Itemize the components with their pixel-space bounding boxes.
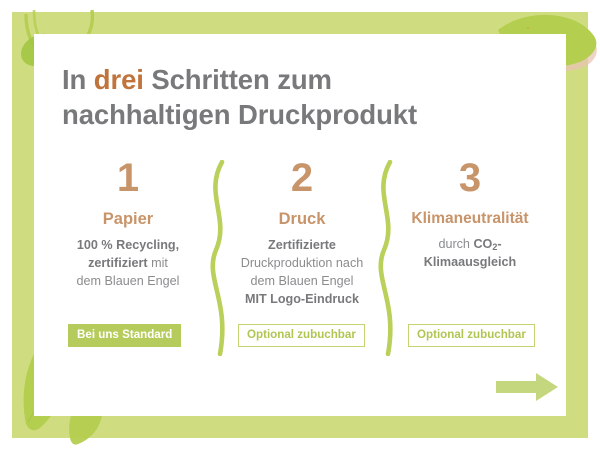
frame-band-left bbox=[12, 12, 34, 438]
step-number-1: 1 bbox=[116, 156, 140, 200]
step-1-desc-reg-2: mit bbox=[147, 256, 168, 271]
page-title: In drei Schritten zum nachhaltigen Druck… bbox=[62, 62, 532, 132]
step-3-desc-reg-1: durch bbox=[438, 237, 474, 252]
step-2-desc-reg-3: dem Blauen Engel bbox=[250, 273, 354, 288]
content-plate bbox=[34, 34, 566, 416]
step-1-desc-line-1: 100 % Recycling, bbox=[76, 238, 180, 253]
frame-band-bottom bbox=[12, 416, 588, 438]
step-column-3: 3 Klimaneutralität durch CO2- Klimaausgl… bbox=[388, 158, 552, 272]
step-description-3: durch CO2- Klimaausgleich bbox=[388, 236, 552, 272]
step-2-desc-bold-4: MIT Logo-Eindruck bbox=[244, 291, 360, 306]
step-title-1: Papier bbox=[102, 210, 154, 228]
step-column-1: 1 Papier 100 % Recycling, zertifiziert m… bbox=[46, 158, 210, 291]
frame-band-top bbox=[12, 12, 588, 34]
step-3-dash: - bbox=[497, 237, 502, 252]
frame-band-right bbox=[566, 12, 588, 438]
status-badge-step-2: Optional zubuchbar bbox=[238, 324, 365, 347]
arrow-right-icon bbox=[496, 373, 558, 401]
step-3-desc-co2: CO2- bbox=[473, 237, 502, 253]
title-part-1: In bbox=[62, 64, 94, 95]
step-3-desc-bold-2: Klimaausgleich bbox=[423, 254, 517, 269]
status-badge-step-1: Bei uns Standard bbox=[68, 324, 182, 347]
title-part-2: Schritten zum bbox=[143, 64, 332, 95]
step-title-2: Druck bbox=[278, 210, 326, 228]
title-accent-word: drei bbox=[93, 64, 144, 95]
title-line-2: nachhaltigen Druckprodukt bbox=[62, 99, 418, 131]
step-2-desc-reg-2: Druckproduktion nach bbox=[240, 256, 364, 271]
step-3-co2-subscript: 2 bbox=[492, 242, 498, 253]
steps-container: 1 Papier 100 % Recycling, zertifiziert m… bbox=[46, 158, 558, 358]
step-1-desc-reg-3: dem Blauen Engel bbox=[76, 273, 180, 288]
step-1-desc-bold-2: zertifiziert bbox=[88, 256, 148, 271]
step-title-3: Klimaneutralität bbox=[411, 210, 529, 227]
status-badge-step-3: Optional zubuchbar bbox=[408, 324, 535, 347]
step-3-co-text: CO bbox=[473, 237, 493, 252]
step-column-2: 2 Druck Zertifizierte Druckproduktion na… bbox=[220, 158, 384, 309]
step-description-2: Zertifizierte Druckproduktion nach dem B… bbox=[220, 237, 384, 309]
step-number-2: 2 bbox=[290, 156, 314, 200]
step-number-3: 3 bbox=[458, 156, 482, 200]
step-2-desc-bold-1: Zertifizierte bbox=[268, 238, 336, 253]
step-description-1: 100 % Recycling, zertifiziert mit dem Bl… bbox=[46, 237, 210, 291]
